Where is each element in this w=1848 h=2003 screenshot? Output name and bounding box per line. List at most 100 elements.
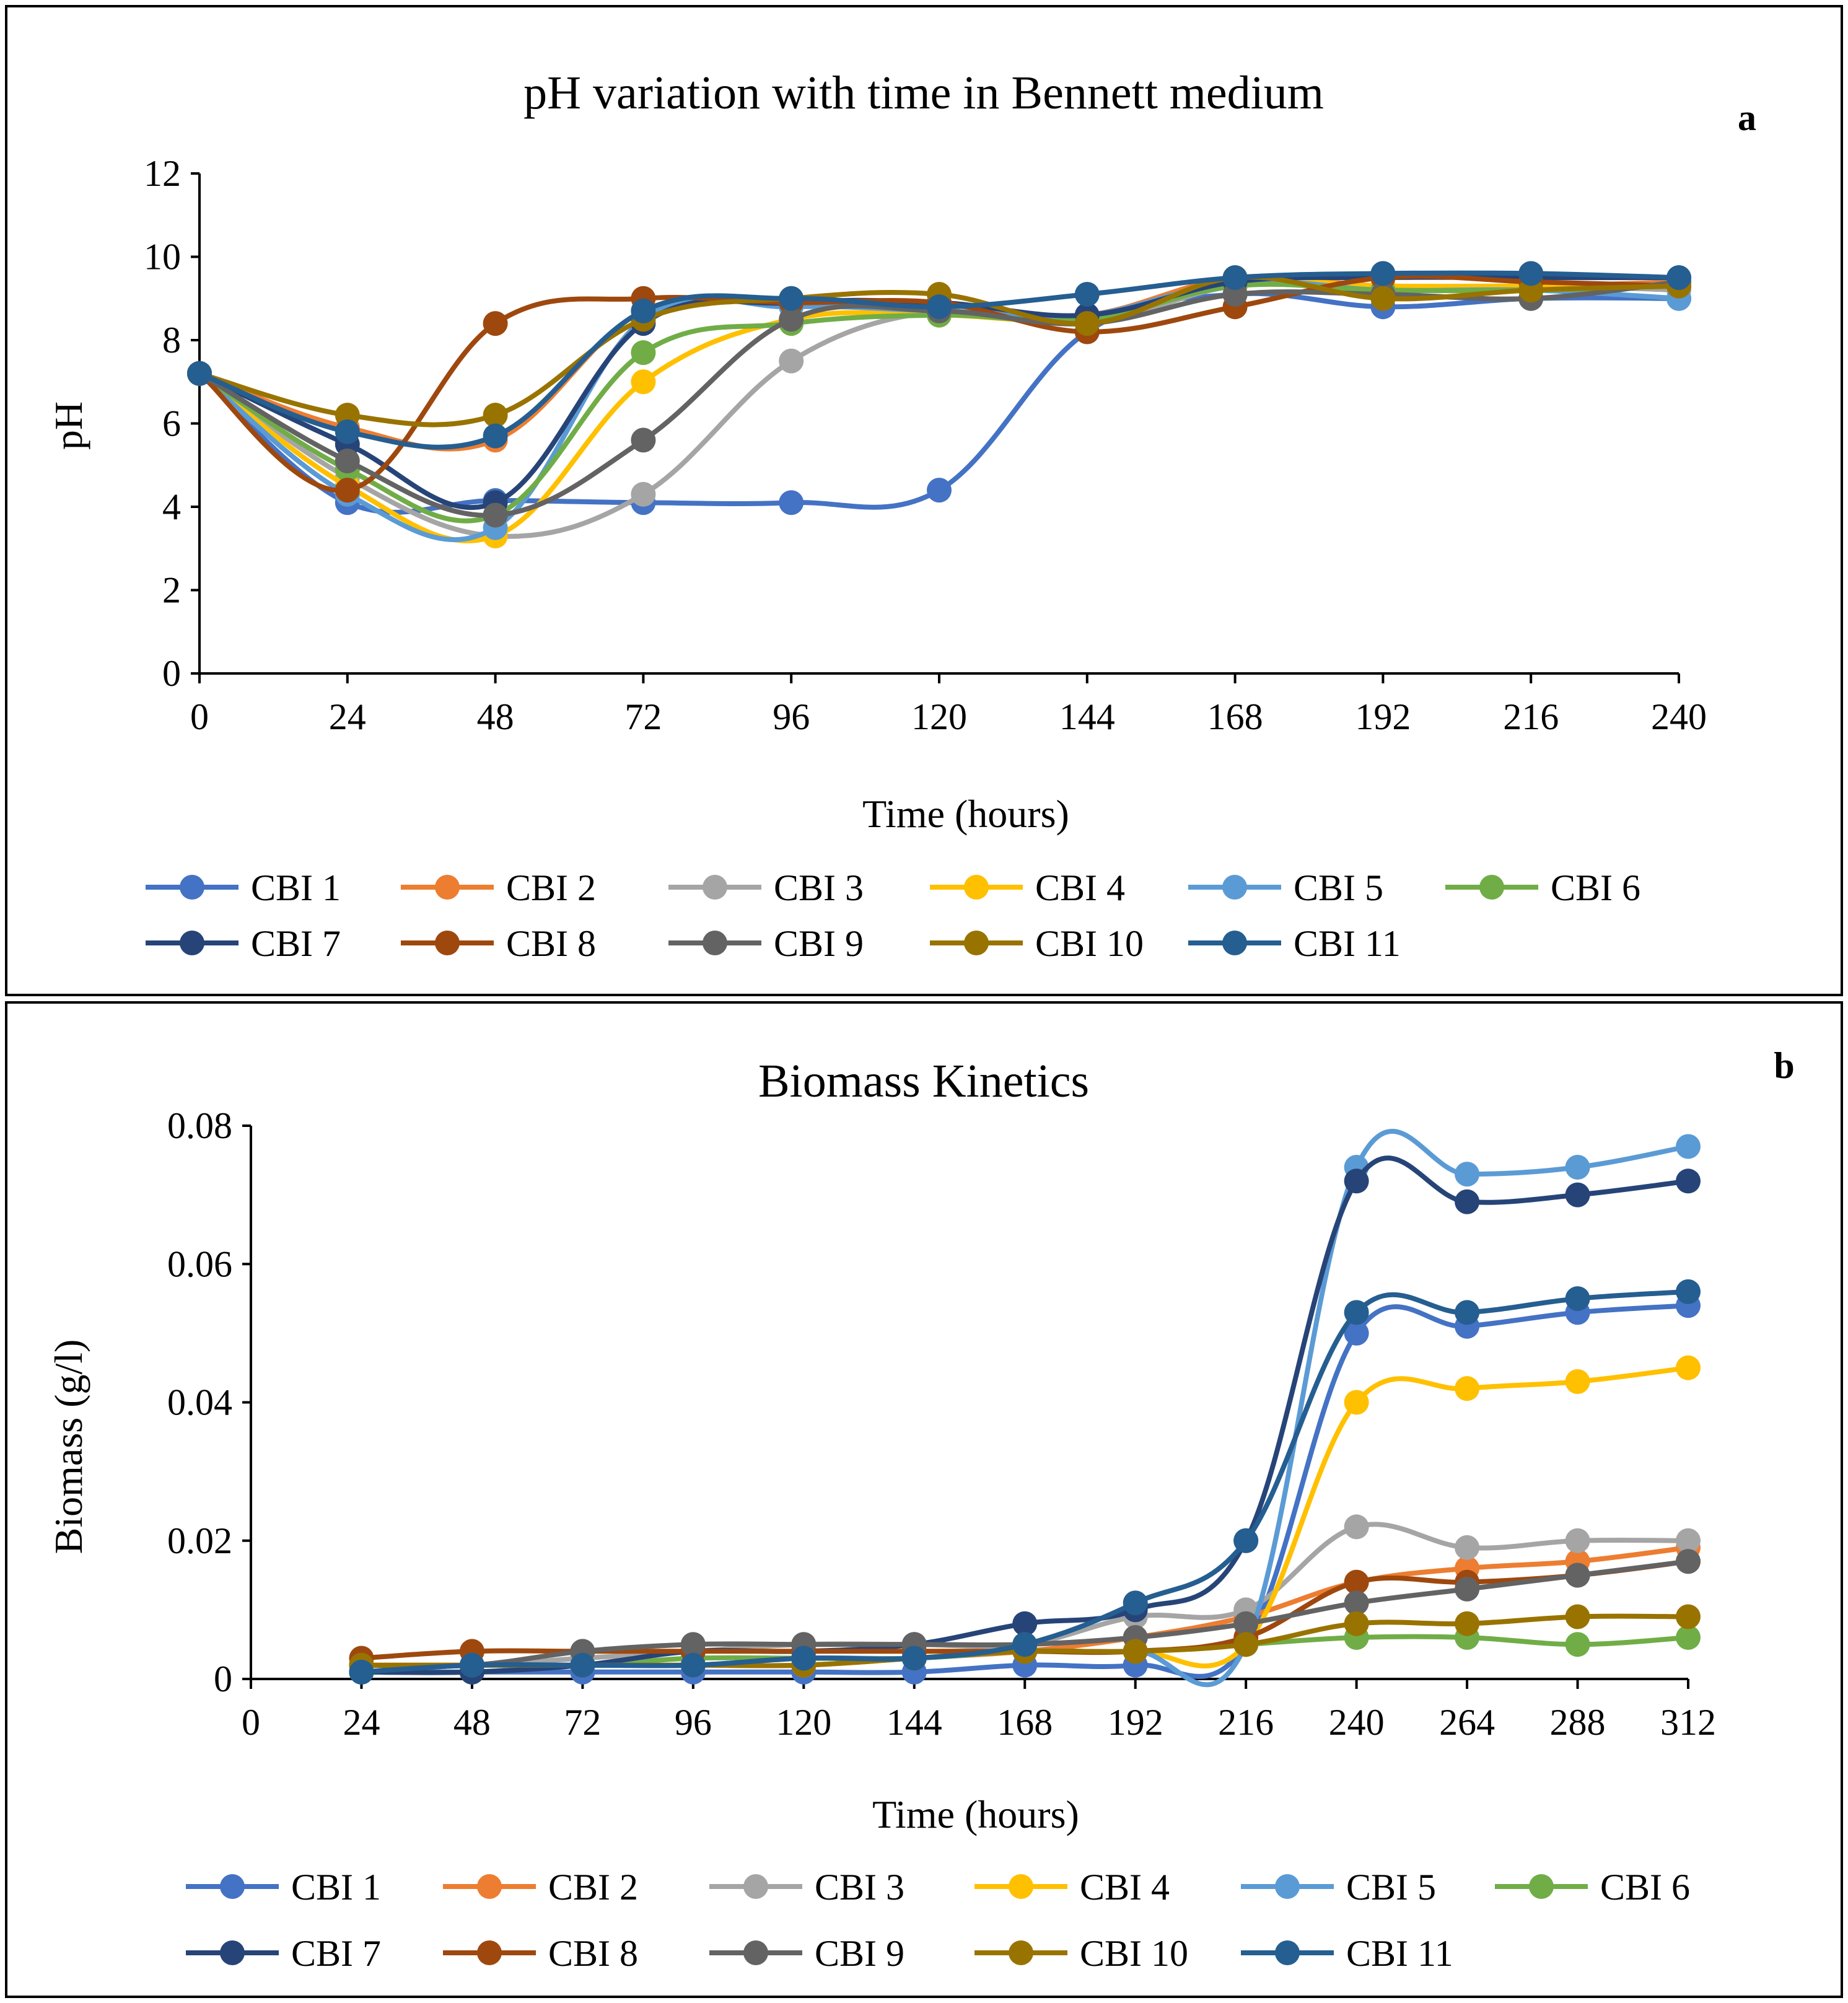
data-point — [483, 502, 508, 528]
data-point — [1233, 1632, 1259, 1657]
y-tick-label: 4 — [162, 486, 181, 527]
panel-letter: b — [1774, 1045, 1794, 1086]
data-point — [1370, 261, 1396, 286]
legend-swatch-marker — [435, 875, 460, 900]
y-tick-label: 12 — [144, 153, 181, 194]
x-tick-label: 24 — [343, 1702, 380, 1743]
legend-swatch-marker — [1222, 931, 1247, 955]
series-line — [198, 279, 1679, 518]
x-tick-label: 96 — [675, 1702, 712, 1743]
data-point — [779, 286, 804, 311]
legend-label: CBI 8 — [548, 1933, 638, 1974]
legend-item: CBI 11 — [1188, 923, 1401, 964]
panel-a-frame — [5, 5, 1843, 996]
legend-swatch-marker — [220, 1940, 245, 1965]
data-point — [1455, 1189, 1480, 1214]
data-point — [1565, 1563, 1590, 1588]
legend-item: CBI 5 — [1188, 867, 1383, 908]
legend-swatch-marker — [964, 875, 989, 900]
legend-swatch-marker — [703, 875, 727, 900]
data-point — [927, 294, 952, 320]
legend-item: CBI 3 — [668, 867, 864, 908]
legend-label: CBI 2 — [548, 1867, 638, 1908]
data-point — [779, 307, 804, 332]
legend-item: CBI 1 — [186, 1867, 381, 1908]
legend-label: CBI 4 — [1080, 1867, 1170, 1908]
legend-swatch-marker — [180, 931, 204, 955]
legend-item: CBI 9 — [709, 1933, 904, 1974]
chart-title: pH variation with time in Bennett medium — [523, 67, 1324, 119]
x-tick-label: 24 — [329, 696, 366, 737]
y-tick-label: 6 — [162, 403, 181, 444]
data-point — [631, 369, 656, 395]
legend-label: CBI 7 — [251, 923, 341, 964]
legend-item: CBI 4 — [930, 867, 1125, 908]
data-point — [680, 1632, 706, 1657]
data-point — [1344, 1590, 1369, 1616]
chart-title: Biomass Kinetics — [758, 1055, 1089, 1107]
series-line — [198, 281, 1679, 524]
data-point — [791, 1646, 817, 1671]
data-point — [1222, 265, 1248, 291]
data-point — [1123, 1639, 1148, 1664]
data-point — [1676, 1168, 1701, 1194]
legend-swatch-marker — [1009, 1940, 1033, 1965]
data-point — [1676, 1279, 1701, 1304]
data-point — [779, 348, 804, 374]
legend-swatch-marker — [180, 875, 204, 900]
data-point — [1012, 1611, 1038, 1636]
legend-swatch-marker — [1009, 1874, 1033, 1899]
x-tick-label: 120 — [911, 696, 967, 737]
legend-label: CBI 4 — [1035, 867, 1125, 908]
x-tick-label: 288 — [1550, 1702, 1606, 1743]
legend-item: CBI 3 — [709, 1867, 904, 1908]
data-point — [1012, 1632, 1038, 1657]
legend-swatch-marker — [1275, 1940, 1300, 1965]
y-tick-label: 0.04 — [167, 1382, 232, 1423]
legend-swatch-marker — [1529, 1874, 1554, 1899]
legend-swatch-marker — [1275, 1874, 1300, 1899]
data-point — [1565, 1286, 1590, 1312]
x-tick-label: 240 — [1651, 696, 1707, 737]
data-point — [1676, 1604, 1701, 1629]
data-point — [1565, 1182, 1590, 1207]
data-point — [1518, 261, 1544, 286]
x-tick-label: 168 — [1207, 696, 1263, 737]
legend-item: CBI 7 — [146, 923, 341, 964]
legend-label: CBI 6 — [1551, 867, 1640, 908]
x-tick-label: 48 — [477, 696, 514, 737]
legend-swatch-marker — [435, 931, 460, 955]
x-tick-label: 240 — [1329, 1702, 1385, 1743]
x-tick-label: 72 — [564, 1702, 601, 1743]
legend-label: CBI 7 — [291, 1933, 381, 1974]
x-tick-label: 192 — [1355, 696, 1411, 737]
data-point — [1344, 1390, 1369, 1415]
legend-swatch-marker — [703, 931, 727, 955]
data-point — [349, 1659, 374, 1685]
x-tick-label: 72 — [624, 696, 662, 737]
legend-label: CBI 3 — [815, 1867, 904, 1908]
y-tick-label: 0.02 — [167, 1520, 232, 1561]
legend-swatch-marker — [964, 931, 989, 955]
y-tick-label: 0.06 — [167, 1243, 232, 1284]
legend-item: CBI 2 — [401, 867, 596, 908]
x-tick-label: 144 — [1059, 696, 1115, 737]
legend-swatch-marker — [743, 1874, 768, 1899]
legend-item: CBI 4 — [974, 1867, 1170, 1908]
data-point — [1123, 1590, 1148, 1616]
legend-label: CBI 1 — [291, 1867, 381, 1908]
data-point — [1455, 1611, 1480, 1636]
data-point — [1565, 1632, 1590, 1657]
data-point — [901, 1646, 927, 1671]
legend-item: CBI 7 — [186, 1933, 381, 1974]
legend-label: CBI 1 — [251, 867, 341, 908]
x-tick-label: 264 — [1439, 1702, 1495, 1743]
data-point — [1565, 1528, 1590, 1553]
data-point — [1074, 282, 1100, 307]
x-tick-label: 312 — [1660, 1702, 1716, 1743]
data-point — [680, 1652, 706, 1678]
x-axis-label: Time (hours) — [862, 792, 1069, 836]
data-point — [570, 1652, 595, 1678]
x-tick-label: 216 — [1218, 1702, 1274, 1743]
